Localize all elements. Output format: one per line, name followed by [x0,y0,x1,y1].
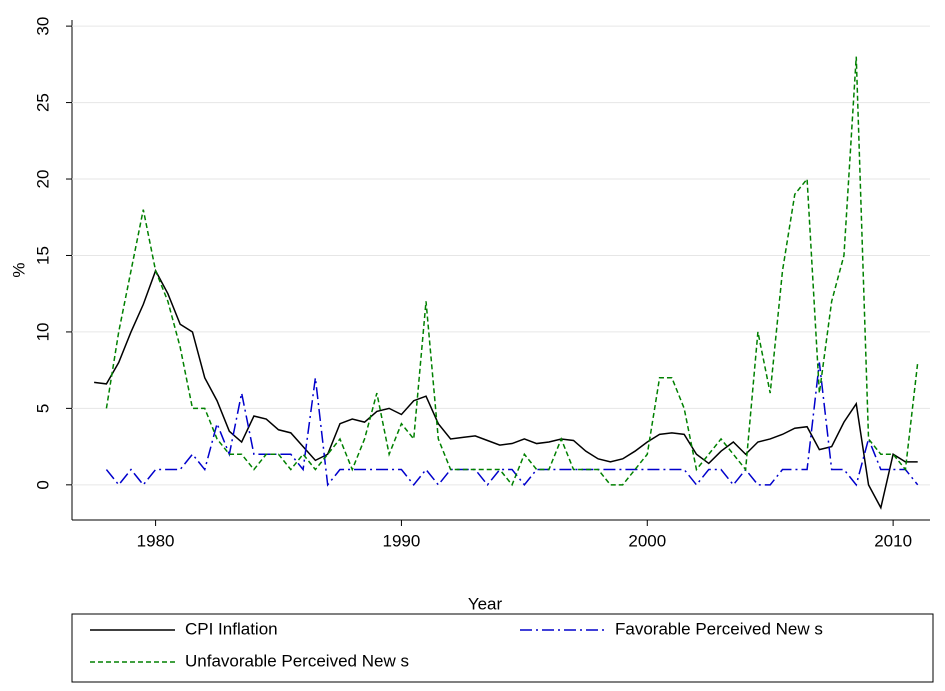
y-axis-label: % [9,262,28,277]
series-line [94,268,918,510]
y-tick-label: 30 [33,17,52,36]
legend [71,613,934,683]
y-tick-label: 5 [33,404,52,413]
y-tick-label: 0 [33,480,52,489]
x-tick-label: 1980 [137,531,175,550]
y-tick-label: 15 [33,246,52,265]
legend-label: Favorable Perceived New s [615,619,823,638]
y-tick-label: 20 [33,170,52,189]
series-line [105,362,919,487]
x-tick-label: 2010 [874,531,912,550]
legend-label: Unfavorable Perceived New s [185,651,409,670]
y-tick-label: 10 [33,322,52,341]
x-axis-label: Year [468,594,503,613]
x-tick-label: 1990 [383,531,421,550]
x-tick-label: 2000 [628,531,666,550]
legend-label: CPI Inflation [185,619,278,638]
series-line [105,56,919,487]
y-tick-label: 25 [33,93,52,112]
